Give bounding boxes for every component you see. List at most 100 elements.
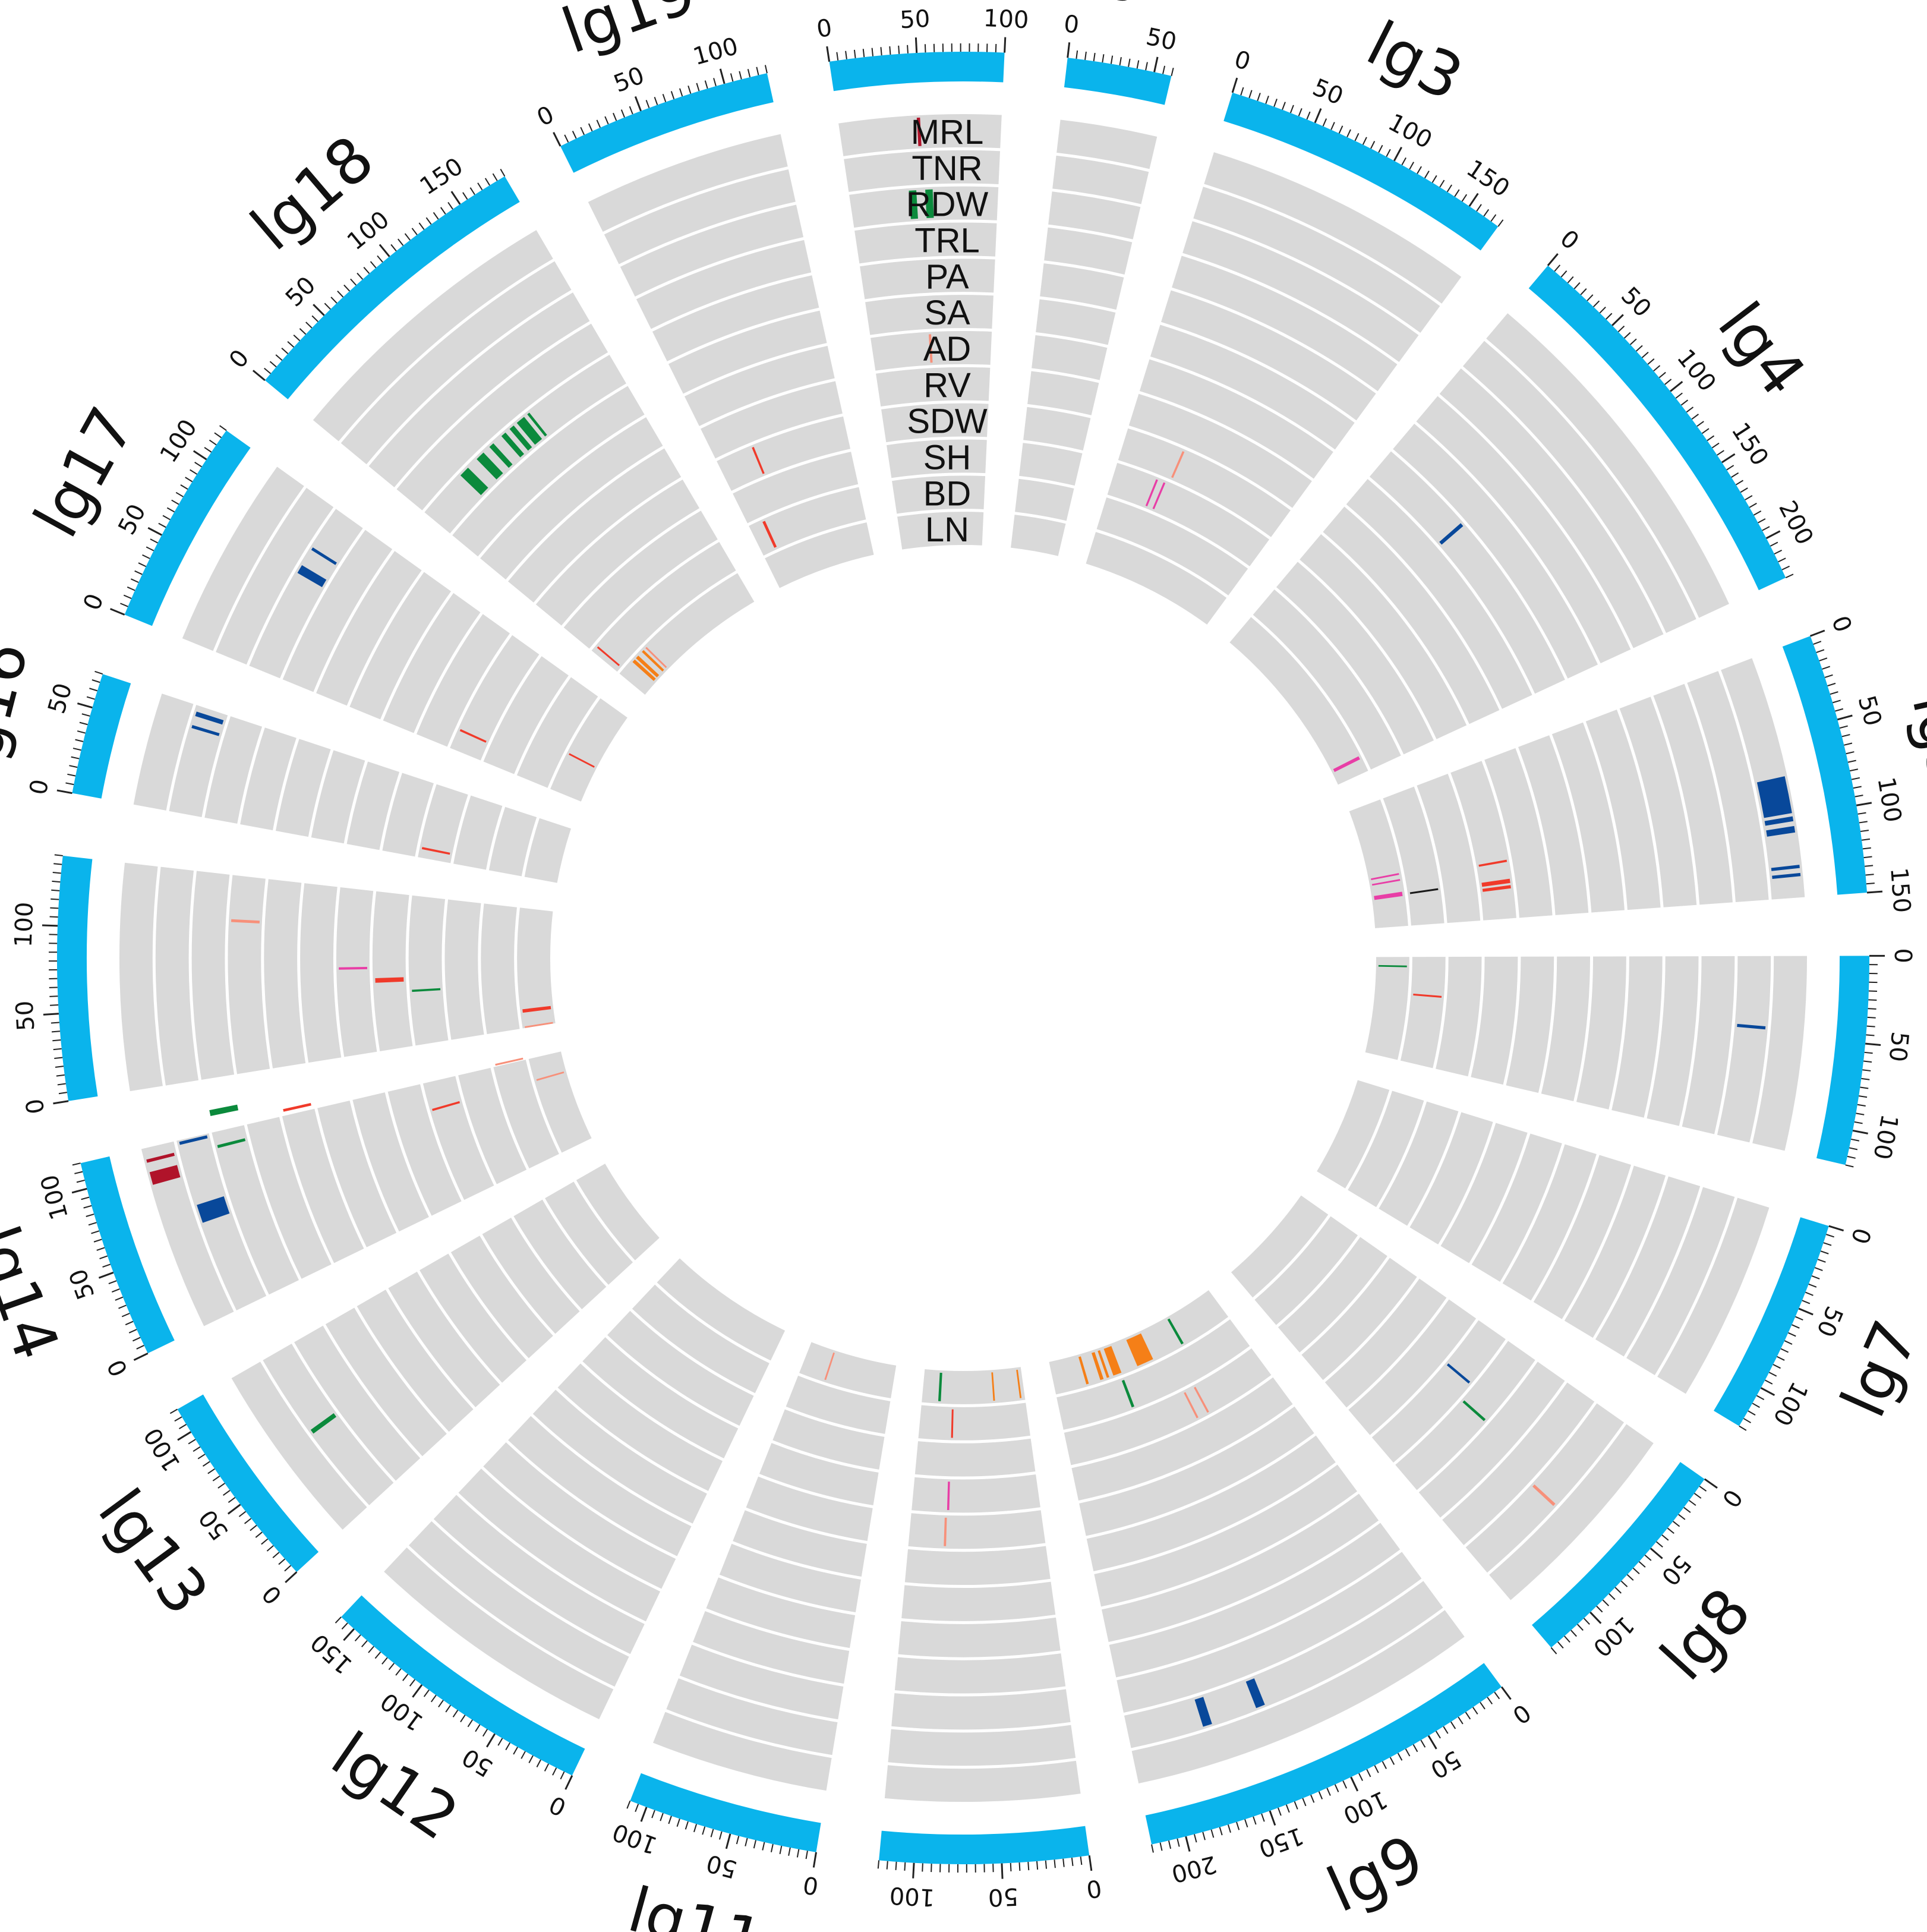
minor-tick <box>1824 674 1833 678</box>
track-bg-lg4-sdw <box>1300 534 1467 739</box>
track-bg-lg1-sh <box>887 439 987 478</box>
track-bg-lg6-bd <box>1400 957 1446 1069</box>
track-bg-lg14-tnr <box>176 1133 267 1310</box>
minor-tick <box>1401 157 1406 166</box>
minor-tick <box>1844 742 1853 746</box>
minor-tick <box>1802 1300 1811 1304</box>
minor-tick <box>687 85 692 94</box>
qtl-mark-lg5-mrl-12 <box>1771 865 1800 871</box>
track-bg-lg3-sa <box>1150 324 1355 450</box>
qtl-mark-lg8-tnr-24 <box>1532 1484 1556 1506</box>
minor-tick <box>626 1800 631 1809</box>
minor-tick <box>1382 1761 1387 1769</box>
minor-tick <box>1817 1259 1826 1263</box>
qtl-mark-lg19-sdw-81 <box>752 447 765 474</box>
tick-label-lg13-50: 50 <box>194 1504 234 1545</box>
track-label-tnr: TNR <box>912 149 982 188</box>
minor-tick <box>1265 96 1269 104</box>
minor-tick <box>52 872 61 874</box>
track-bg-lg5-sh <box>1417 774 1481 924</box>
minor-tick <box>275 354 283 361</box>
minor-tick <box>287 341 295 348</box>
minor-tick <box>635 1804 639 1813</box>
track-bg-lg10-mrl <box>884 1760 1081 1802</box>
lg-label-lg5: lg5 <box>1898 686 1927 796</box>
track-bg-lg5-sa <box>1551 722 1625 913</box>
major-tick <box>379 244 390 257</box>
major-tick <box>1067 42 1071 58</box>
minor-tick <box>1811 1275 1820 1279</box>
qtl-mark-lg14-ln-55 <box>536 1071 564 1081</box>
minor-tick <box>764 65 768 74</box>
track-bg-lg2-rdw <box>1048 191 1141 239</box>
track-bg-lg15-rdw <box>191 871 235 1080</box>
track-bg-lg10-ln <box>922 1367 1026 1404</box>
tick-label-lg12-100: 100 <box>376 1687 428 1736</box>
major-tick <box>1650 1548 1663 1559</box>
minor-tick <box>1093 52 1096 62</box>
minor-tick <box>1691 414 1699 420</box>
track-bg-lg17-sa <box>349 572 452 720</box>
ideogram-ticks: 0 50 100 0 500501001500501001502000501001500… <box>10 5 1916 1911</box>
track-bg-lg19-rdw <box>620 204 804 297</box>
major-tick <box>1856 802 1872 806</box>
minor-tick <box>93 1238 102 1243</box>
track-bg-lg15-trl <box>228 875 270 1074</box>
track-bg-lg2-tnr <box>1052 155 1149 204</box>
track-bg-lg9-ad <box>1086 1435 1336 1571</box>
minor-tick <box>1857 1104 1866 1107</box>
minor-tick <box>212 1476 220 1482</box>
minor-tick <box>1822 666 1831 670</box>
qtl-mark-lg6-tnr-21 <box>1737 1023 1766 1030</box>
minor-tick <box>266 1545 274 1552</box>
minor-tick <box>86 1214 94 1217</box>
minor-tick <box>1102 54 1105 63</box>
ideogram-lg8 <box>1532 1462 1705 1648</box>
track-bg-lg3-ad <box>1139 359 1333 479</box>
minor-tick <box>51 898 59 900</box>
minor-tick <box>180 484 188 490</box>
minor-tick <box>1202 1832 1206 1840</box>
track-bg-lg11-ad <box>733 1510 867 1577</box>
lg-label-lg10: lg10 <box>918 1924 1055 1932</box>
minor-tick <box>469 187 475 196</box>
minor-tick <box>1435 1731 1441 1739</box>
qtl-mark-lg1-mrl-0 <box>916 117 922 146</box>
minor-tick <box>1278 1807 1282 1816</box>
major-tick <box>634 96 642 112</box>
minor-tick <box>402 1673 409 1681</box>
major-tick <box>133 1352 149 1361</box>
track-bg-lg13-tnr <box>263 1344 394 1505</box>
minor-tick <box>136 1345 144 1350</box>
track-bg-lg15-ad <box>336 887 377 1057</box>
minor-tick <box>1865 874 1874 876</box>
qtl-mark-lg18-ln-77 <box>632 659 656 681</box>
minor-tick <box>1162 65 1166 74</box>
qtl-mark-lg5-mrl-9 <box>1756 776 1792 818</box>
qtl-mark-lg15-trl-56 <box>231 919 260 924</box>
minor-tick <box>886 1861 888 1870</box>
minor-tick <box>1490 214 1497 222</box>
lg-label-lg3: lg3 <box>1356 7 1474 115</box>
tick-label-lg16-0: 0 <box>24 777 54 797</box>
ideogram-lg6 <box>1816 956 1869 1165</box>
track-bg-lg2-sa <box>1036 299 1116 345</box>
track-bg-lg3-sdw <box>1118 428 1291 537</box>
track-bg-lg2-ln <box>1011 515 1066 556</box>
tick-label-lg1-50: 50 <box>899 5 931 34</box>
track-bg-lg2-sh <box>1019 443 1083 486</box>
qtl-mark-lg14-pa-52 <box>283 1102 311 1112</box>
qtl-mark-lg15-sdw-59 <box>412 988 441 992</box>
qtl-mark-lg3-sdw-4 <box>1171 451 1185 478</box>
minor-tick <box>1823 1242 1832 1246</box>
track-bg-lg18-rdw <box>368 292 590 488</box>
tick-label-lg15-0: 0 <box>21 1096 50 1115</box>
track-bg-lg4-trl <box>1416 396 1631 664</box>
minor-tick <box>132 1337 141 1342</box>
minor-tick <box>52 1039 61 1042</box>
track-bg-lg12-mrl <box>384 1547 614 1719</box>
qtl-mark-lg1-rdw-1 <box>909 190 918 219</box>
track-bg-lg5-mrl <box>1721 658 1805 900</box>
minor-tick <box>57 1083 66 1086</box>
